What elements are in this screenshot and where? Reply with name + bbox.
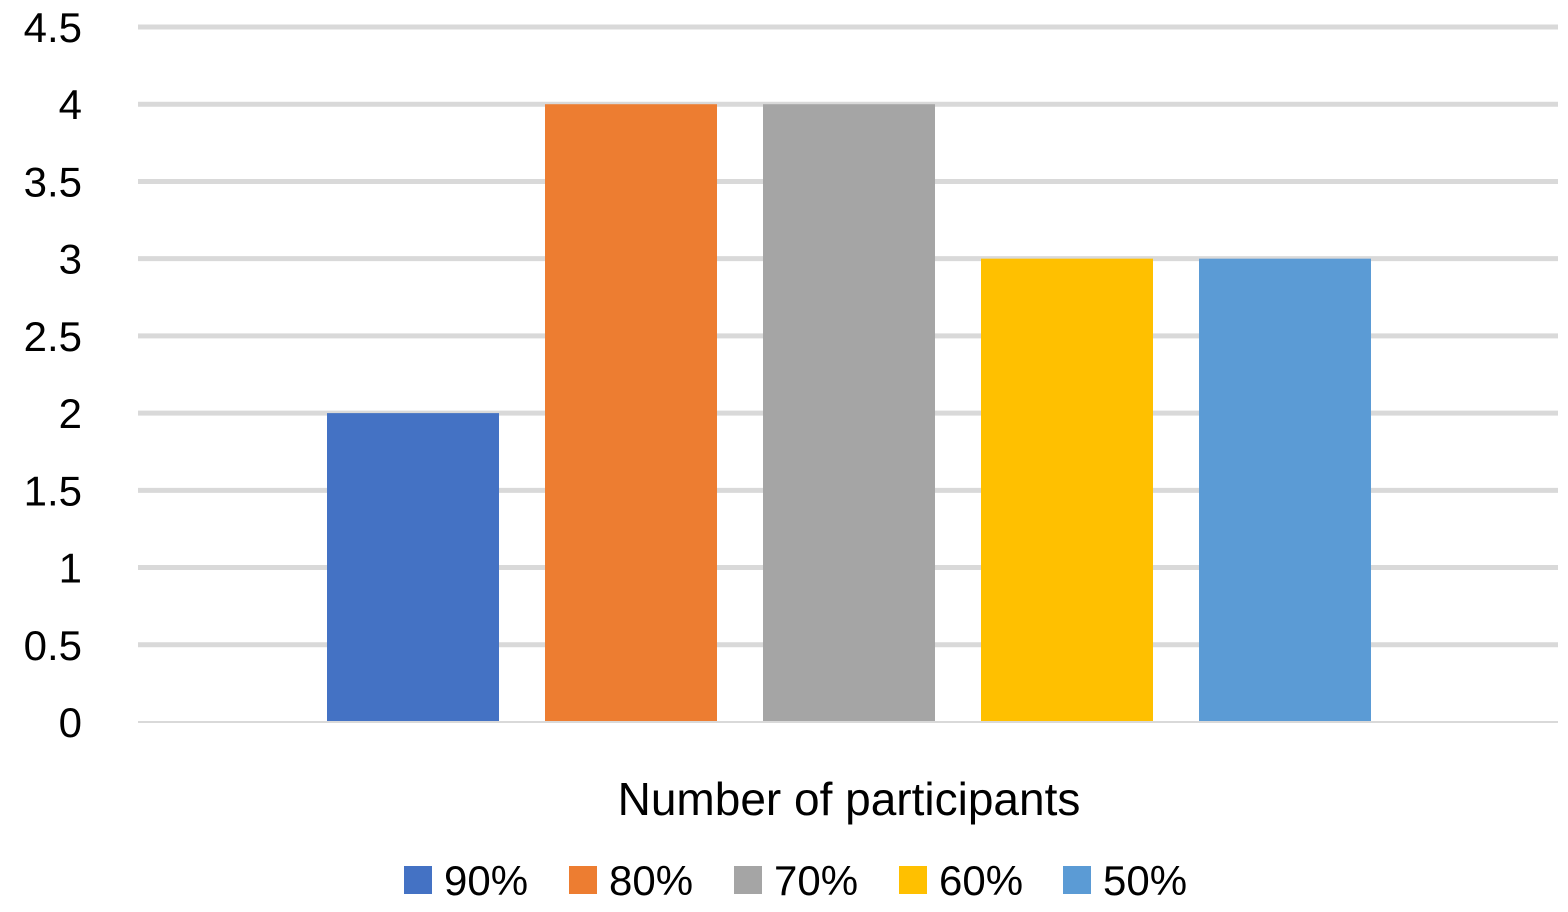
legend-swatch [1063,866,1091,894]
bar-50pct [1199,258,1371,722]
category-label: Number of participants [618,773,1081,825]
y-tick-label: 4.5 [24,4,82,51]
bar-60pct [981,258,1153,722]
legend-swatch [404,866,432,894]
legend: 90% 80% 70% 60% 50% [404,857,1187,904]
legend-swatch [899,866,927,894]
bar-70pct [763,104,935,722]
legend-label: 50% [1103,857,1187,904]
y-tick-label: 1.5 [24,467,82,514]
bar-90pct [327,413,499,722]
y-tick-label: 2.5 [24,313,82,360]
legend-label: 80% [609,857,693,904]
y-tick-label: 0 [59,699,82,746]
y-tick-label: 1 [59,545,82,592]
legend-label: 70% [774,857,858,904]
y-axis-tick-labels: 0 0.5 1 1.5 2 2.5 3 3.5 4 4.5 [24,4,82,746]
legend-label: 90% [444,857,528,904]
y-tick-label: 3.5 [24,158,82,205]
legend-label: 60% [939,857,1023,904]
y-tick-label: 0.5 [24,622,82,669]
bar-80pct [545,104,717,722]
y-tick-label: 4 [59,81,82,128]
legend-swatch [734,866,762,894]
legend-swatch [569,866,597,894]
bars [327,104,1371,722]
y-tick-label: 2 [59,390,82,437]
y-tick-label: 3 [59,236,82,283]
